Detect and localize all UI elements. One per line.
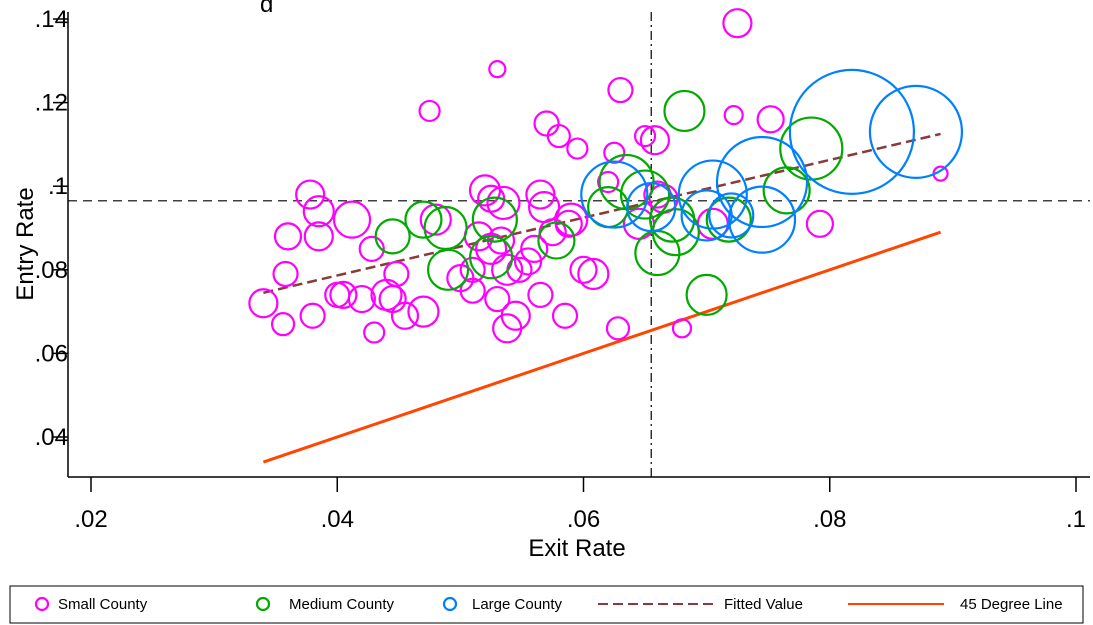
small-county-point xyxy=(577,257,610,291)
small-county-point xyxy=(525,179,556,210)
small-county-point xyxy=(639,125,671,156)
plot-area xyxy=(68,8,1090,477)
x-axis: .02 .04 .06 .08 .1 Exit Rate xyxy=(68,476,1090,562)
legend-large-county-label: Large County xyxy=(472,596,563,613)
medium-county-point xyxy=(685,273,728,316)
y-tick-label: .06 xyxy=(35,340,68,367)
small-county-point xyxy=(475,232,508,265)
legend-small-county-marker xyxy=(34,596,50,612)
medium-county-point xyxy=(471,196,518,243)
45-degree-line xyxy=(262,230,942,464)
medium-county-point xyxy=(663,89,706,133)
small-county-point xyxy=(459,256,486,283)
small-county-point xyxy=(722,8,753,39)
small-county-point xyxy=(513,247,543,276)
small-county-point xyxy=(488,60,507,79)
small-county-point xyxy=(329,280,358,309)
medium-county-point xyxy=(705,196,752,243)
small-county-point xyxy=(756,105,785,134)
small-county-point xyxy=(295,179,326,210)
small-county-point xyxy=(533,110,560,137)
small-county-point xyxy=(248,288,279,319)
y-tick-label: .08 xyxy=(35,257,68,284)
small-county-point xyxy=(643,180,672,209)
large-county-point xyxy=(715,135,809,229)
large-county-point xyxy=(626,182,677,233)
small-county-point xyxy=(390,301,420,330)
large-county-point xyxy=(708,192,755,239)
small-county-point xyxy=(566,137,589,160)
large-county-point xyxy=(868,84,964,179)
small-county-point xyxy=(805,209,835,238)
x-tick-label: .08 xyxy=(813,506,846,533)
small-county-point xyxy=(520,234,549,263)
x-tick-label: .04 xyxy=(321,506,354,533)
x-axis-title: Exit Rate xyxy=(528,535,625,562)
medium-county-point xyxy=(374,218,411,255)
small-county-point xyxy=(551,302,579,329)
small-county-point xyxy=(603,141,626,164)
large-county-point xyxy=(788,68,916,195)
legend-small-county-label: Small County xyxy=(58,596,148,613)
small-county-point xyxy=(347,284,376,314)
small-county-point xyxy=(363,321,386,344)
large-county-point xyxy=(580,160,649,229)
large-county-point xyxy=(727,185,797,254)
legend: Small County Medium County Large County Fit… xyxy=(9,585,1084,624)
y-tick-label: .12 xyxy=(35,90,68,117)
y-tick-label: .14 xyxy=(35,6,68,33)
small-county-point xyxy=(491,253,524,286)
small-county-point xyxy=(299,302,326,329)
medium-county-point xyxy=(537,221,576,260)
small-county-point xyxy=(671,318,693,339)
small-county-point xyxy=(486,185,521,221)
x-tick-label: .02 xyxy=(74,506,107,533)
medium-county-point xyxy=(469,235,514,280)
y-axis-title: Entry Rate xyxy=(12,187,39,300)
small-county-point xyxy=(419,203,452,236)
small-county-point xyxy=(418,99,441,123)
plot-frame xyxy=(68,12,1090,477)
small-county-point xyxy=(633,124,657,148)
fitted-value-line xyxy=(263,132,941,295)
legend-45-degree-label: 45 Degree Line xyxy=(960,596,1063,613)
small-county-point xyxy=(273,222,303,251)
small-county-point xyxy=(459,277,486,304)
small-county-point xyxy=(270,312,296,337)
small-county-point xyxy=(597,170,620,194)
small-county-point xyxy=(554,202,589,237)
small-county-point xyxy=(484,285,511,313)
legend-medium-county-marker xyxy=(255,596,271,612)
small-county-point xyxy=(358,235,385,262)
small-county-point xyxy=(607,76,634,104)
x-tick-label: .06 xyxy=(567,506,600,533)
y-tick-label: .04 xyxy=(35,424,68,451)
x-tick-label: .1 xyxy=(1066,506,1086,533)
legend-large-county-marker xyxy=(442,596,458,612)
y-tick-label: .1 xyxy=(48,173,68,200)
small-county-point xyxy=(569,255,598,284)
small-county-point xyxy=(605,316,631,341)
legend-medium-county-label: Medium County xyxy=(289,596,395,613)
small-county-point xyxy=(272,260,299,288)
medium-county-point xyxy=(426,248,470,291)
medium-county-point xyxy=(619,169,671,220)
small-county-point xyxy=(527,281,554,308)
small-county-point xyxy=(500,300,531,331)
small-county-point xyxy=(332,200,372,239)
y-axis: .04 .06 .08 .1 .12 .14 Entry Rate xyxy=(12,6,69,477)
small-county-point xyxy=(302,195,335,228)
legend-fitted-value-label: Fitted Value xyxy=(724,596,803,613)
medium-county-point xyxy=(404,200,443,239)
small-county-point xyxy=(723,105,744,126)
small-county-point xyxy=(546,123,571,149)
small-county-point xyxy=(383,260,410,288)
small-county-point xyxy=(407,295,440,328)
small-county-point xyxy=(303,221,334,252)
